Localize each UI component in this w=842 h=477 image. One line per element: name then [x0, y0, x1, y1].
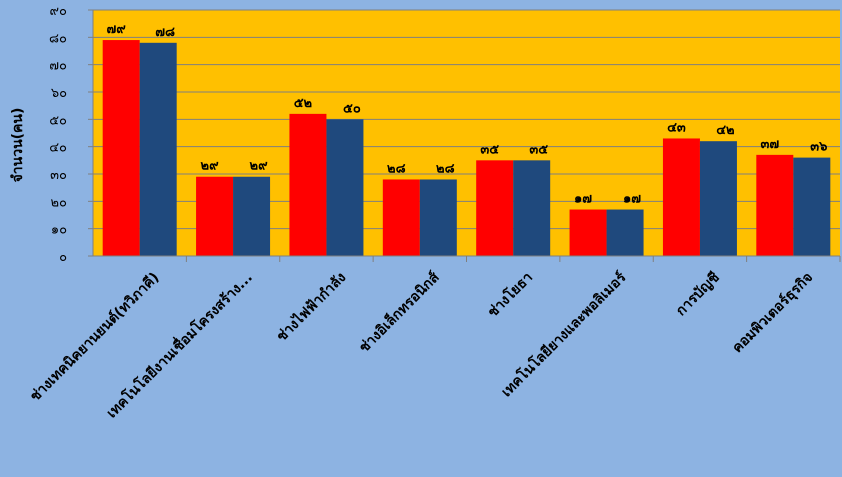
- data-label: ๓๕: [480, 142, 499, 157]
- bar: [793, 157, 831, 256]
- y-tick-label: ๓๐: [50, 168, 67, 183]
- y-tick-label: ๗๐: [49, 59, 67, 74]
- data-label: ๒๙: [250, 159, 269, 174]
- data-label: ๓๗: [760, 137, 779, 152]
- data-label: ๕๒: [294, 96, 312, 111]
- bar: [476, 160, 514, 256]
- data-label: ๑๗: [623, 192, 641, 207]
- x-tick-label: คอมพิวเตอร์ธุรกิจ: [729, 269, 816, 356]
- y-axis-label: จำนวน(คน): [10, 108, 26, 183]
- bar: [662, 138, 700, 256]
- bar: [289, 113, 327, 256]
- bar: [382, 179, 420, 256]
- bar: [419, 179, 457, 256]
- y-tick-label: ๑๐: [51, 223, 67, 238]
- data-label: ๗๙: [107, 22, 127, 37]
- bar: [326, 119, 364, 256]
- bar: [756, 154, 794, 256]
- y-tick-label: ๖๐: [51, 86, 67, 101]
- data-label: ๕๐: [343, 101, 361, 116]
- data-label: ๒๘: [387, 161, 406, 176]
- bar: [102, 40, 140, 256]
- x-tick-label: การบัญชี: [673, 269, 723, 319]
- data-label: ๒๘: [436, 161, 455, 176]
- data-label: ๑๗: [574, 192, 592, 207]
- bars: [102, 40, 831, 256]
- y-axis-ticks: ๐ ๑๐ ๒๐ ๓๐ ๔๐ ๕๐ ๖๐ ๗๐ ๘๐ ๙๐: [49, 4, 93, 265]
- data-label: ๔๓: [667, 120, 686, 135]
- data-label: ๗๘: [155, 25, 175, 40]
- y-tick-label: ๐: [59, 250, 67, 265]
- data-label: ๓๖: [810, 140, 827, 155]
- y-tick-label: ๙๐: [50, 4, 68, 19]
- x-tick-label: ช่างไฟฟ้ากำลัง: [272, 268, 349, 345]
- x-axis-ticks: ช่างเทคนิคยานยนต์(ทวิภาคี)เทคโนโลยีงานเช…: [26, 256, 841, 421]
- bar: [513, 160, 551, 256]
- y-tick-label: ๒๐: [50, 195, 67, 210]
- x-tick-label: ช่างโยธา: [483, 268, 536, 321]
- bar: [569, 209, 607, 256]
- y-tick-label: ๔๐: [49, 141, 67, 156]
- y-tick-label: ๕๐: [49, 113, 67, 128]
- x-tick-label: เทคโนโลยีงานเชื่อมโครงสร้าง...: [102, 267, 256, 421]
- data-label: ๒๙: [201, 159, 220, 174]
- bar: [606, 209, 644, 256]
- bar: [699, 141, 737, 256]
- bar: [139, 42, 177, 256]
- bar: [233, 176, 271, 256]
- data-label: ๓๕: [529, 142, 548, 157]
- data-label: ๔๒: [716, 123, 734, 138]
- bar: [196, 176, 234, 256]
- x-tick-label: ช่างอิเล็กทรอนิกส์: [355, 268, 443, 356]
- y-tick-label: ๘๐: [49, 31, 67, 46]
